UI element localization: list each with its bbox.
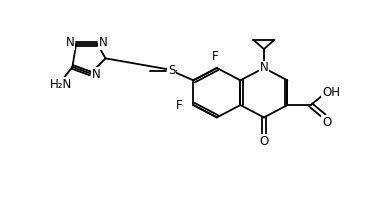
Text: N: N [66, 36, 75, 49]
Text: F: F [212, 50, 218, 63]
Text: O: O [259, 135, 268, 148]
Text: N: N [92, 68, 101, 81]
Text: N: N [259, 61, 268, 75]
Text: N: N [99, 36, 108, 49]
Text: OH: OH [322, 85, 340, 98]
Text: F: F [176, 98, 182, 112]
Text: O: O [322, 116, 331, 129]
Text: S: S [168, 64, 175, 77]
Text: H₂N: H₂N [50, 78, 72, 91]
